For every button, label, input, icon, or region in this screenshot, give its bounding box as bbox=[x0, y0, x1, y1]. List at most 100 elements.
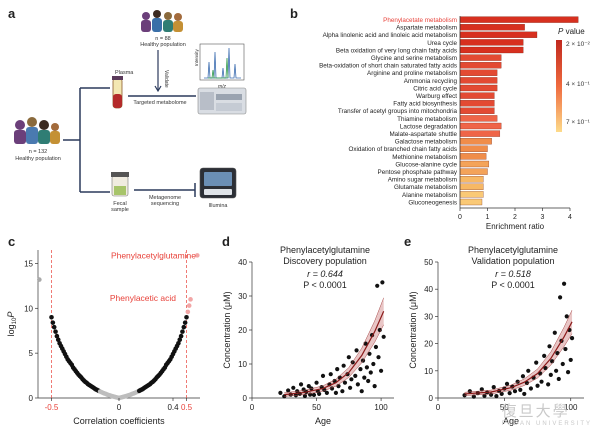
fit-curve bbox=[284, 311, 385, 396]
data-point bbox=[317, 391, 322, 397]
data-point bbox=[526, 368, 531, 373]
plot-title-line2: Validation population bbox=[472, 256, 555, 266]
y-tick-label: 0 bbox=[243, 394, 248, 403]
volcano-point bbox=[49, 314, 54, 320]
data-point bbox=[535, 383, 540, 388]
x-tick-label: 50 bbox=[312, 403, 321, 412]
fit-curve bbox=[464, 321, 573, 395]
x-tick-label: 3 bbox=[541, 214, 545, 221]
discovery-scatter-plot: 0 10 20 30 40 0 50 100 Age Concentration (μM) Phen… bbox=[222, 245, 394, 426]
data-point bbox=[528, 386, 534, 391]
data-point bbox=[359, 389, 364, 394]
bar bbox=[459, 54, 502, 61]
data-point bbox=[512, 389, 518, 394]
data-point bbox=[341, 363, 346, 368]
data-point bbox=[560, 361, 565, 367]
metagenome-label: Metagenome sequencing bbox=[149, 195, 181, 207]
x-tick-label: 50 bbox=[500, 403, 509, 412]
y-tick-label: 50 bbox=[424, 258, 433, 267]
bar bbox=[459, 198, 483, 206]
panel-label-a: a bbox=[8, 6, 16, 21]
data-point bbox=[569, 336, 575, 341]
data-point bbox=[286, 388, 291, 393]
bar bbox=[459, 24, 525, 31]
panel-label-b: b bbox=[290, 6, 298, 21]
legend-title: P value bbox=[558, 27, 585, 36]
bar bbox=[459, 77, 498, 84]
y-tick-label: 5 bbox=[29, 349, 34, 358]
data-point bbox=[367, 351, 372, 356]
intensity-label: Intensity bbox=[194, 48, 199, 66]
y-axis-title: Concentration (μM) bbox=[222, 291, 232, 368]
data-point bbox=[565, 370, 571, 375]
people-group-top-icon bbox=[141, 10, 183, 32]
y-tick-label: 10 bbox=[424, 367, 433, 376]
bar bbox=[459, 138, 492, 145]
illumina-label: Illumina bbox=[209, 203, 229, 209]
x-tick-label: 0 bbox=[458, 214, 462, 221]
data-point bbox=[548, 372, 553, 377]
data-point bbox=[372, 384, 377, 389]
data-point bbox=[291, 385, 296, 390]
bar bbox=[459, 191, 484, 198]
x-tick-label: 2 bbox=[513, 214, 517, 221]
bar bbox=[459, 115, 498, 122]
data-point bbox=[333, 390, 339, 395]
category-label: Fatty acid biosynthesis bbox=[393, 101, 457, 108]
plot-title-line2: Discovery population bbox=[283, 256, 367, 266]
bar bbox=[459, 160, 490, 168]
highlight-label-phenylacetylglutamine: Phenylacetylglutamine bbox=[111, 251, 196, 261]
category-label: Aspartate metabolism bbox=[396, 25, 457, 32]
x-tick-label: 0 bbox=[436, 403, 441, 412]
data-point bbox=[507, 391, 512, 396]
y-axis-title: Concentration (μM) bbox=[408, 291, 418, 368]
category-label: Glutamate metabolism bbox=[394, 184, 457, 191]
bar bbox=[459, 62, 502, 69]
data-point bbox=[499, 391, 504, 397]
y-tick-label: 30 bbox=[238, 292, 247, 301]
highlight-label-phenylacetic-acid: Phenylacetic acid bbox=[110, 293, 176, 303]
category-label: Phenylacetate metabolism bbox=[383, 17, 457, 24]
data-point bbox=[564, 314, 569, 319]
data-point bbox=[354, 348, 359, 353]
data-point bbox=[515, 379, 520, 384]
category-label: Amino sugar metabolism bbox=[388, 177, 457, 184]
y-tick-label: 0 bbox=[429, 394, 434, 403]
bar bbox=[459, 92, 495, 99]
data-point bbox=[373, 344, 379, 350]
volcano-point bbox=[176, 340, 181, 346]
left-group-label: Healthy population bbox=[15, 156, 61, 162]
category-label: Beta oxidation of very long chain fatty … bbox=[336, 47, 457, 54]
x-tick-label: 100 bbox=[374, 403, 388, 412]
legend-tick-3: 7 × 10⁻¹ bbox=[566, 119, 591, 126]
data-point bbox=[494, 393, 499, 399]
data-point bbox=[568, 357, 573, 363]
mass-spectrometer-icon bbox=[197, 87, 247, 115]
y-tick-label: 40 bbox=[238, 258, 247, 267]
data-point bbox=[380, 280, 385, 285]
volcano-point bbox=[54, 333, 60, 339]
data-point bbox=[546, 382, 551, 387]
category-label: Lactose degradation bbox=[400, 123, 458, 130]
data-point bbox=[320, 373, 326, 378]
x-tick-label: 100 bbox=[564, 403, 578, 412]
category-label: Citric acid cycle bbox=[413, 85, 457, 92]
volcano-point bbox=[182, 320, 188, 325]
category-label: Urea cycle bbox=[427, 40, 457, 47]
panel-label-d: d bbox=[222, 234, 230, 249]
validate-label: Validate bbox=[163, 70, 169, 88]
y-tick-label: 20 bbox=[424, 340, 433, 349]
data-point bbox=[358, 367, 363, 372]
category-label: Oxidation of branched chain fatty acids bbox=[348, 146, 457, 153]
fecal-label: Fecal sample bbox=[111, 201, 129, 213]
legend-tick-2: 4 × 10⁻¹ bbox=[566, 81, 591, 88]
x-axis-title: Correlation coefficients bbox=[73, 416, 165, 426]
bar bbox=[459, 84, 498, 92]
x-tick-label: -0.5 bbox=[45, 403, 59, 412]
x-tick-label: 4 bbox=[568, 214, 572, 221]
panel-label-e: e bbox=[404, 234, 412, 249]
data-point bbox=[534, 360, 539, 365]
volcano-point bbox=[188, 297, 193, 302]
data-point bbox=[328, 372, 333, 377]
